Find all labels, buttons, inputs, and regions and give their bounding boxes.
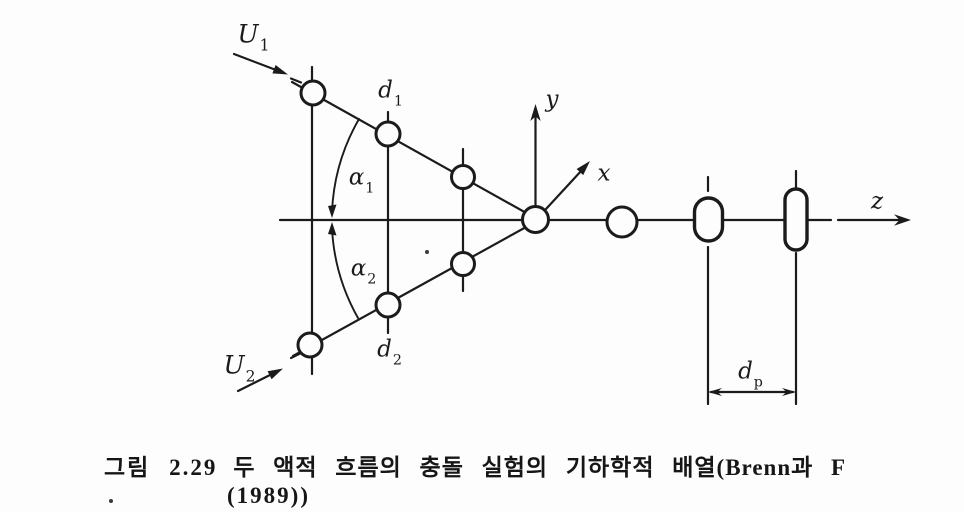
upper-droplet-2 xyxy=(374,120,402,148)
label-u2: U2 xyxy=(223,350,256,385)
label-x-axis-text: x xyxy=(597,160,611,187)
print-speck xyxy=(425,250,429,254)
lower-stream-line xyxy=(291,219,539,358)
caption-line2: (1989)) xyxy=(227,483,310,508)
figure-caption: 그림 2.29 두 액적 흐름의 충돌 실험의 기하학적 배열(Brenn과 F xyxy=(104,448,964,482)
deformed-droplet-2 xyxy=(783,187,809,252)
label-x-axis: x xyxy=(597,160,611,187)
label-u2-base: U xyxy=(223,350,245,380)
lower-droplet-3 xyxy=(450,251,476,277)
label-z-axis: z xyxy=(870,188,884,215)
label-d2-base: d xyxy=(377,336,392,363)
z-axis-arrowhead xyxy=(894,214,911,226)
alpha2-arc-arrowhead xyxy=(328,222,337,236)
dp-left-arrowhead xyxy=(708,388,722,396)
label-u1-base: U xyxy=(237,19,259,49)
alpha2-angle-arc xyxy=(331,227,359,319)
collision-point-droplet xyxy=(521,205,550,234)
label-dp: dp xyxy=(738,358,763,389)
u2-stream-dash xyxy=(289,351,303,360)
u1-stream-dash xyxy=(289,77,303,84)
label-d2-sub: 2 xyxy=(392,352,402,369)
label-u1-sub: 1 xyxy=(259,36,270,55)
alpha1-angle-arc xyxy=(331,118,360,213)
label-alpha2-base: α xyxy=(350,255,367,282)
label-y-axis: y xyxy=(545,86,559,113)
label-dp-base: d xyxy=(738,358,753,385)
lower-droplet-1 xyxy=(296,331,324,359)
label-d1-base: d xyxy=(378,77,393,104)
upper-droplet-3 xyxy=(450,164,476,190)
label-z-axis-text: z xyxy=(870,188,884,215)
upper-stream-line xyxy=(290,80,539,221)
u2-arrowhead xyxy=(267,368,283,380)
print-speck xyxy=(109,499,113,503)
label-alpha1-base: α xyxy=(348,164,365,191)
deformed-droplet-1 xyxy=(692,196,725,243)
u2-velocity-arrow-line xyxy=(236,373,272,393)
alpha1-arc-arrowhead xyxy=(328,204,337,218)
label-d1-sub: 1 xyxy=(393,93,403,110)
label-alpha2: α2 xyxy=(350,255,377,286)
label-y-axis-text: y xyxy=(545,86,559,113)
lower-droplet-2 xyxy=(374,291,402,319)
x-axis-arrowhead xyxy=(576,161,590,176)
label-d2: d2 xyxy=(377,336,402,367)
u1-arrowhead xyxy=(272,65,288,75)
caption-line1: 두 액적 흐름의 충돌 실험의 기하학적 배열(Brenn과 F xyxy=(233,455,847,480)
x-axis-line xyxy=(544,168,584,211)
label-dp-sub: p xyxy=(753,374,763,391)
y-axis-arrowhead xyxy=(530,104,541,121)
label-u2-sub: 2 xyxy=(245,367,256,386)
merged-droplet xyxy=(605,205,639,239)
label-alpha1: α1 xyxy=(348,164,375,195)
upper-droplet-1 xyxy=(299,79,327,107)
label-alpha1-sub: 1 xyxy=(365,180,375,197)
figure-number: 그림 2.29 xyxy=(104,455,218,480)
label-u1: U1 xyxy=(237,19,270,54)
label-d1: d1 xyxy=(378,77,403,108)
label-alpha2-sub: 2 xyxy=(367,271,377,288)
u1-velocity-arrow-line xyxy=(232,52,278,72)
dp-right-arrowhead xyxy=(782,388,796,396)
